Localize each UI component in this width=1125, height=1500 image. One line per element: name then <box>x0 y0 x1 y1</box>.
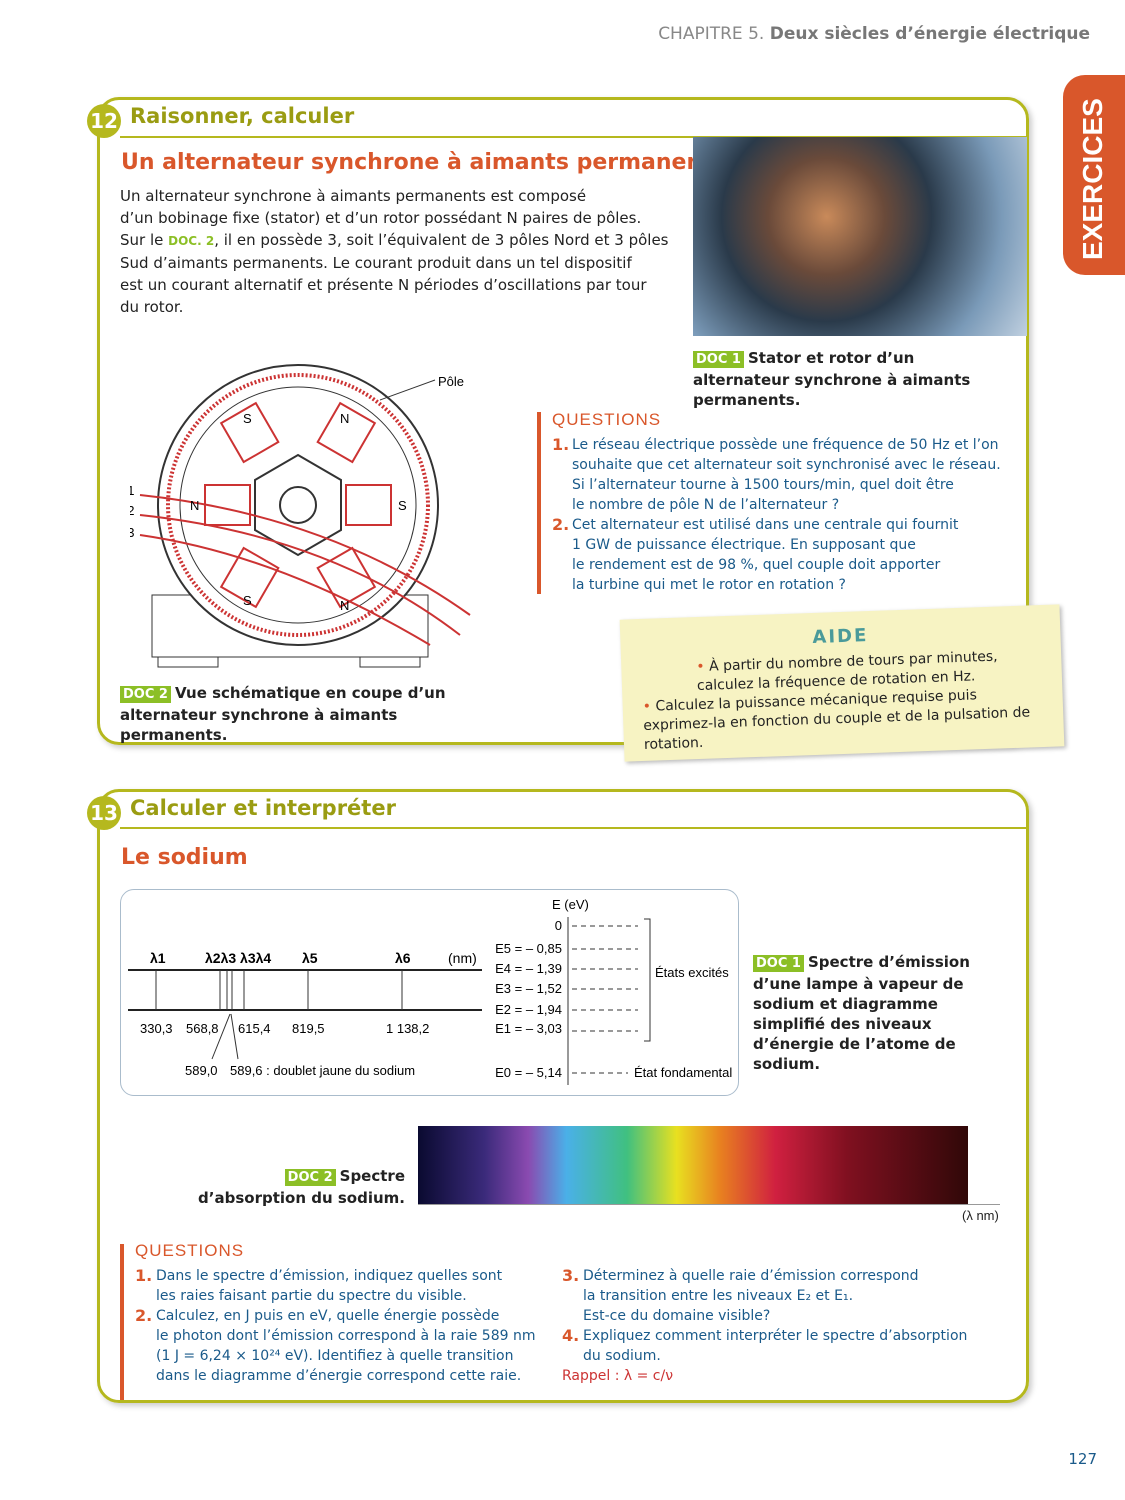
svg-text:E4 = – 1,39: E4 = – 1,39 <box>495 961 562 976</box>
exercise-12-box <box>97 97 1029 745</box>
exercices-tab[interactable]: EXERCICES <box>1063 75 1125 275</box>
svg-text:S: S <box>243 411 252 426</box>
questions-bar <box>120 1244 124 1400</box>
svg-text:λ1: λ1 <box>150 950 166 966</box>
svg-text:E5 = – 0,85: E5 = – 0,85 <box>495 941 562 956</box>
absorption-spectrum <box>418 1126 968 1204</box>
svg-text:État fondamental: État fondamental <box>634 1065 732 1080</box>
svg-text:330,3: 330,3 <box>140 1021 173 1036</box>
l1-label: L1 <box>130 483 134 498</box>
svg-text:États excités: États excités <box>655 965 729 980</box>
svg-text:E0 = – 5,14: E0 = – 5,14 <box>495 1065 562 1080</box>
svg-text:589,0: 589,0 <box>185 1063 218 1078</box>
doc1-caption: DOC 1 Spectre d’émission d’une lampe à va… <box>753 953 970 1073</box>
doc1-caption: DOC 1 Stator et rotor d’un alternateur sy… <box>693 349 971 409</box>
svg-text:N: N <box>190 498 199 513</box>
alternator-diagram: Pôle L1 L2 L3 N S N S N S <box>130 364 471 668</box>
svg-text:615,4: 615,4 <box>238 1021 271 1036</box>
svg-text:1 138,2: 1 138,2 <box>386 1021 429 1036</box>
rappel: Rappel : λ = c/ν <box>562 1368 674 1384</box>
svg-text:819,5: 819,5 <box>292 1021 325 1036</box>
pole-label: Pôle <box>438 374 464 389</box>
exercise-title: Le sodium <box>121 845 248 870</box>
svg-text:N: N <box>340 411 349 426</box>
intro-text: Un alternateur synchrone à aimants perma… <box>120 187 669 316</box>
divider <box>120 827 1028 829</box>
section-title: Calculer et interpréter <box>130 796 396 820</box>
svg-text:0: 0 <box>555 918 562 933</box>
svg-text:λ2λ3 λ3λ4: λ2λ3 λ3λ4 <box>205 950 271 966</box>
doc2-caption: DOC 2 Vue schématique en coupe d’un alter… <box>120 684 446 744</box>
questions-left: 1. Dans le spectre d’émission, indiquez q… <box>135 1266 536 1384</box>
questions-right: 3. Déterminez à quelle raie d’émission co… <box>562 1266 1002 1386</box>
axis-label: (λ nm) <box>962 1208 999 1223</box>
svg-text:568,8: 568,8 <box>186 1021 219 1036</box>
svg-text:(nm): (nm) <box>448 950 477 966</box>
questions-bar <box>537 412 541 594</box>
exercise-number: 12 <box>87 104 121 138</box>
chapter-header: CHAPITRE 5. Deux siècles d’énergie élect… <box>658 24 1090 44</box>
svg-text:λ5: λ5 <box>302 950 318 966</box>
exercise-13-box <box>97 789 1029 1403</box>
page-number: 127 <box>1068 1450 1097 1468</box>
svg-text:S: S <box>398 498 407 513</box>
questions-title: QUESTIONS <box>135 1241 245 1260</box>
svg-text:589,6 : doublet jaune du sodiu: 589,6 : doublet jaune du sodium <box>230 1063 415 1078</box>
doc1-figure <box>120 889 739 1096</box>
svg-text:λ6: λ6 <box>395 950 411 966</box>
l3-label: L3 <box>130 525 134 540</box>
svg-text:N: N <box>340 598 349 613</box>
emission-spectrum-diagram: λ1 λ2λ3 λ3λ4 λ5 λ6 (nm) 330,3 568,8 615,4 8… <box>128 897 732 1085</box>
svg-text:E1 = – 3,03: E1 = – 3,03 <box>495 1021 562 1036</box>
exercise-number: 13 <box>87 796 121 830</box>
questions-list: 1. Le réseau électrique possède une fréqu… <box>552 435 1001 593</box>
l2-label: L2 <box>130 503 134 518</box>
exercise-title: Un alternateur synchrone à aimants perma… <box>121 150 726 175</box>
svg-text:E3 = – 1,52: E3 = – 1,52 <box>495 981 562 996</box>
svg-text:E (eV): E (eV) <box>552 897 589 912</box>
stator-rotor-photo <box>693 137 1027 336</box>
questions-title: QUESTIONS <box>552 410 662 429</box>
section-title: Raisonner, calculer <box>130 104 355 128</box>
svg-text:S: S <box>243 593 252 608</box>
doc2-caption: DOC 2 Spectre d’absorption du sodium. <box>198 1167 405 1207</box>
wavelength-axis <box>418 1204 1000 1205</box>
divider <box>120 136 1028 138</box>
svg-text:E2 = – 1,94: E2 = – 1,94 <box>495 1002 562 1017</box>
aide-note: AIDE • À partir du nombre de tours par m… <box>619 604 1065 762</box>
